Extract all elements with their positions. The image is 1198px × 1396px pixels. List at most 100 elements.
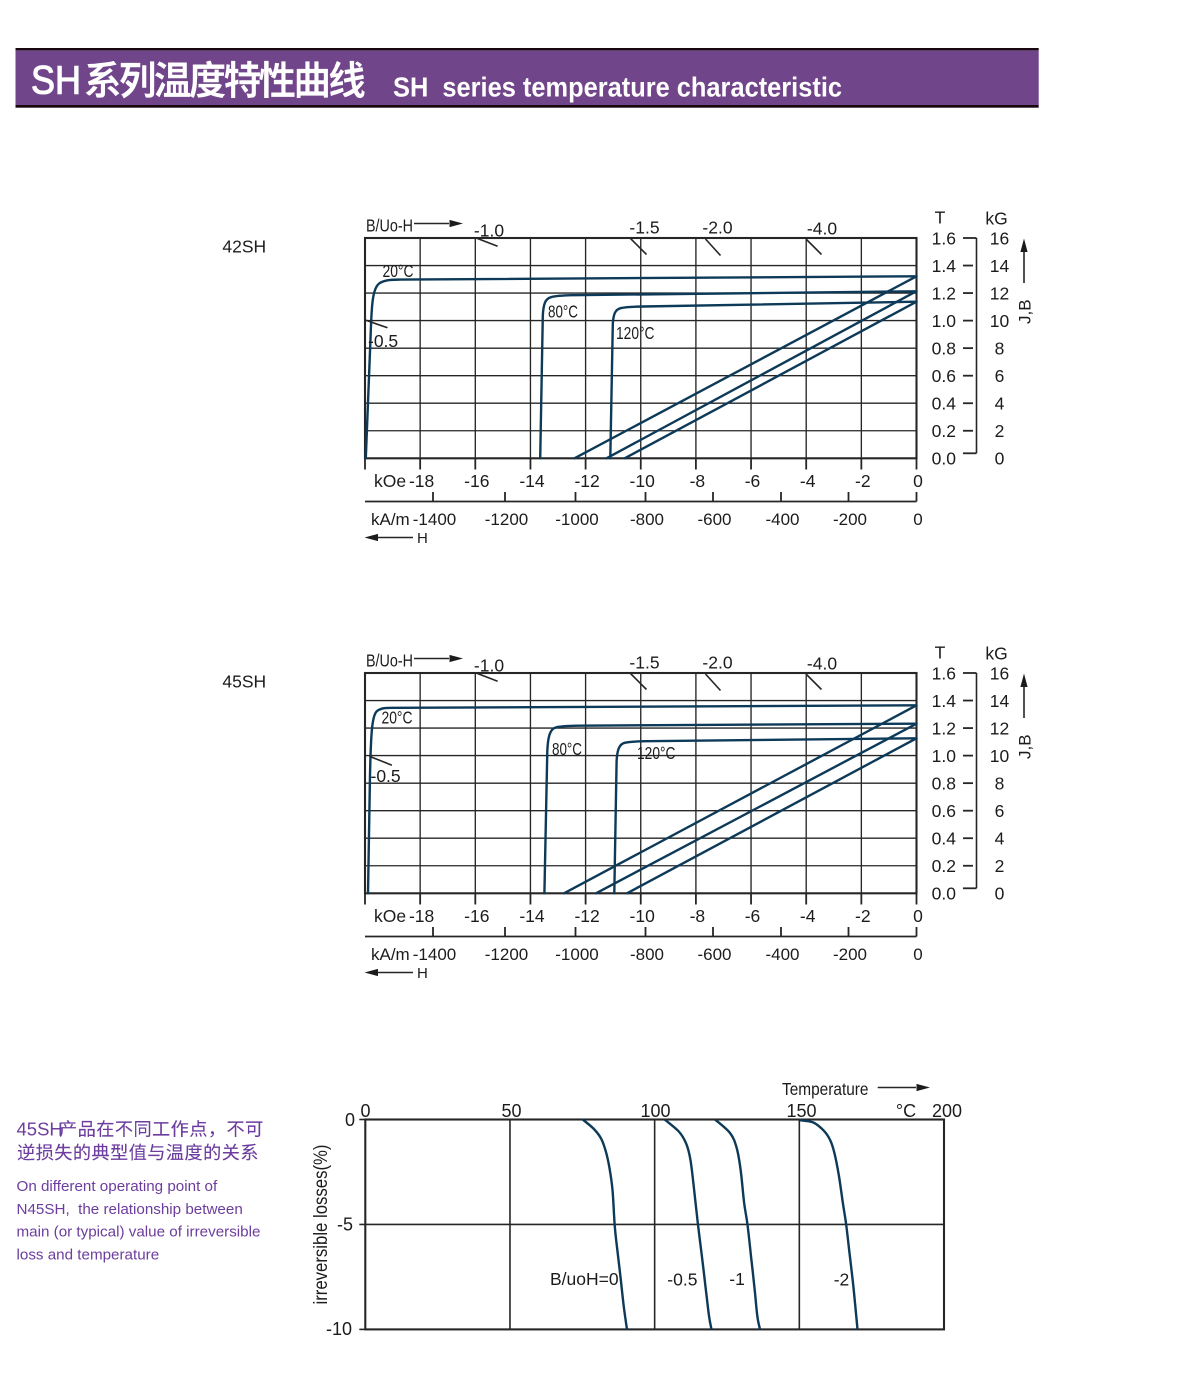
svg-text:-4: -4 (800, 906, 816, 926)
svg-text:0.8: 0.8 (932, 338, 956, 358)
svg-text:T: T (935, 208, 946, 228)
svg-text:B/Uo-H: B/Uo-H (366, 651, 413, 671)
svg-text:-1.0: -1.0 (474, 221, 504, 241)
svg-text:-2.0: -2.0 (702, 653, 732, 673)
svg-text:-8: -8 (690, 906, 706, 926)
svg-text:14: 14 (990, 256, 1010, 276)
svg-text:-600: -600 (697, 945, 731, 964)
svg-text:-1400: -1400 (413, 945, 456, 964)
svg-text:1.2: 1.2 (932, 718, 956, 738)
svg-text:20°C: 20°C (382, 708, 413, 728)
svg-text:-1.5: -1.5 (629, 218, 659, 238)
svg-text:-10: -10 (630, 906, 656, 926)
svg-text:-2: -2 (855, 471, 871, 491)
svg-text:0.4: 0.4 (932, 829, 957, 849)
svg-text:-200: -200 (833, 510, 867, 529)
svg-text:main (or typical) value of irr: main (or typical) value of irreversible (17, 1224, 261, 1241)
svg-text:B/uoH=0: B/uoH=0 (550, 1269, 619, 1289)
svg-text:irreversible losses(%): irreversible losses(%) (311, 1145, 332, 1305)
svg-text:-1.5: -1.5 (629, 653, 659, 673)
svg-text:-400: -400 (765, 510, 799, 529)
svg-text:6: 6 (995, 366, 1005, 386)
svg-text:100: 100 (640, 1101, 670, 1121)
svg-text:200: 200 (932, 1101, 962, 1121)
svg-text:H: H (417, 530, 428, 547)
svg-text:-2: -2 (834, 1270, 850, 1290)
svg-text:10: 10 (990, 746, 1010, 766)
svg-text:0.0: 0.0 (932, 884, 957, 904)
svg-text:-0.5: -0.5 (667, 1270, 697, 1290)
svg-text:0.4: 0.4 (932, 394, 957, 414)
svg-text:N45SH, the relationship betwe: N45SH, the relationship between (17, 1201, 243, 1218)
svg-text:B/Uo-H: B/Uo-H (366, 216, 413, 236)
svg-text:0.6: 0.6 (932, 801, 956, 821)
svg-text:0: 0 (360, 1101, 370, 1121)
svg-text:12: 12 (990, 718, 1009, 738)
svg-text:-1400: -1400 (413, 510, 456, 529)
svg-text:kA/m: kA/m (371, 510, 410, 529)
svg-text:-1000: -1000 (555, 510, 598, 529)
svg-text:1.0: 1.0 (932, 746, 957, 766)
svg-text:-18: -18 (409, 471, 434, 491)
svg-text:0: 0 (995, 884, 1005, 904)
svg-text:6: 6 (995, 801, 1005, 821)
svg-text:-800: -800 (630, 510, 664, 529)
svg-text:8: 8 (995, 773, 1005, 793)
svg-text:0.2: 0.2 (932, 856, 956, 876)
svg-text:4: 4 (995, 394, 1005, 414)
svg-text:1.4: 1.4 (932, 256, 957, 276)
svg-text:80°C: 80°C (548, 302, 578, 322)
svg-text:H: H (417, 965, 428, 982)
svg-text:kOe: kOe (374, 906, 406, 926)
svg-text:-0.5: -0.5 (371, 766, 401, 786)
svg-text:120°C: 120°C (637, 743, 676, 763)
svg-text:120°C: 120°C (616, 323, 655, 343)
svg-text:0.6: 0.6 (932, 366, 956, 386)
svg-text:-2.0: -2.0 (702, 218, 732, 238)
svg-text:16: 16 (990, 663, 1009, 683)
svg-text:-1200: -1200 (485, 510, 528, 529)
svg-text:-1.0: -1.0 (474, 656, 504, 676)
svg-text:1.0: 1.0 (932, 311, 957, 331)
svg-text:0: 0 (995, 449, 1005, 469)
svg-text:On different operating point o: On different operating point of (17, 1178, 218, 1195)
svg-text:-1200: -1200 (485, 945, 528, 964)
svg-text:-4: -4 (800, 471, 816, 491)
svg-text:-16: -16 (464, 471, 489, 491)
svg-text:T: T (935, 643, 946, 663)
svg-text:-1: -1 (729, 1269, 745, 1289)
svg-text:kA/m: kA/m (371, 945, 410, 964)
svg-text:-10: -10 (630, 471, 656, 491)
svg-text:-400: -400 (765, 945, 799, 964)
svg-text:J,B: J,B (1016, 299, 1035, 324)
svg-text:-5: -5 (337, 1214, 353, 1234)
svg-text:12: 12 (990, 283, 1009, 303)
svg-text:0.0: 0.0 (932, 449, 957, 469)
svg-text:-2: -2 (855, 906, 871, 926)
svg-text:-4.0: -4.0 (807, 219, 837, 239)
svg-text:kG: kG (985, 644, 1007, 664)
svg-text:0: 0 (913, 510, 922, 529)
svg-text:°C: °C (896, 1101, 916, 1121)
svg-text:SH series temperature charact: SH series temperature characteristic (393, 72, 842, 103)
svg-text:-8: -8 (690, 471, 706, 491)
svg-text:-10: -10 (326, 1319, 352, 1339)
svg-text:2: 2 (995, 421, 1005, 441)
svg-text:0.8: 0.8 (932, 773, 956, 793)
svg-text:loss and temperature: loss and temperature (17, 1246, 160, 1263)
svg-text:-12: -12 (574, 906, 599, 926)
svg-text:10: 10 (990, 311, 1010, 331)
svg-text:0: 0 (913, 471, 923, 491)
svg-text:-4.0: -4.0 (807, 654, 837, 674)
svg-text:45SH: 45SH (222, 672, 266, 692)
svg-text:1.4: 1.4 (932, 691, 957, 711)
svg-text:16: 16 (990, 228, 1009, 248)
svg-text:80°C: 80°C (552, 739, 582, 759)
svg-text:-14: -14 (519, 471, 545, 491)
svg-text:-18: -18 (409, 906, 434, 926)
svg-text:-12: -12 (574, 471, 599, 491)
svg-text:-6: -6 (745, 471, 761, 491)
svg-text:SH: SH (31, 59, 81, 103)
svg-text:-200: -200 (833, 945, 867, 964)
svg-text:-600: -600 (697, 510, 731, 529)
